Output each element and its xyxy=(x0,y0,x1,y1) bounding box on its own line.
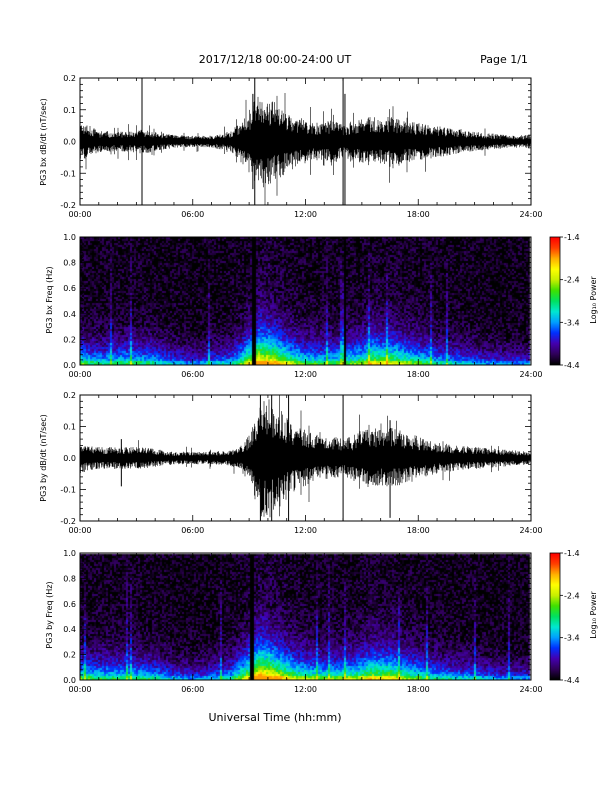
waveform-trace xyxy=(79,93,531,205)
panel-bx-waveform: PG3 bx dB/dt (nT/sec) 00:00 06:00 12:00 18:… xyxy=(39,74,543,219)
y-tick-label: 0.0 xyxy=(63,454,76,463)
panel-by-spectrogram: PG3 by Freq (Hz) 00:00 06:00 12:00 18:00 24:… xyxy=(45,549,543,694)
panel-by-waveform: PG3 by dB/dt (nT/sec) 00:00 06:00 12:00 18:… xyxy=(39,391,543,535)
y-tick-label: 0.4 xyxy=(63,310,76,319)
y-tick-label: 0.0 xyxy=(63,138,76,147)
colorbar-bx: Log₁₀ Power -1.4 -2.4 -3.4 -4.4 xyxy=(549,233,598,370)
plot-frame xyxy=(79,236,532,366)
x-tick-label: 18:00 xyxy=(407,370,430,379)
y-tick-label: 0.2 xyxy=(63,391,76,400)
colorbar-gradient xyxy=(550,237,560,365)
ylabel-bx-spectrogram: PG3 bx Freq (Hz) xyxy=(45,266,54,333)
y-tick-label: 0.8 xyxy=(63,574,76,583)
page-indicator: Page 1/1 xyxy=(480,53,528,66)
ylabel-by-waveform: PG3 by dB/dt (nT/sec) xyxy=(39,414,48,501)
figure-title: 2017/12/18 00:00-24:00 UT xyxy=(199,53,352,66)
y-tick-label: 0.2 xyxy=(63,335,76,344)
plot-frame xyxy=(79,552,532,681)
y-tick-label: 0.6 xyxy=(63,600,76,609)
y-tick-label: 0.2 xyxy=(63,651,76,660)
colorbar-tick-label: -3.4 xyxy=(564,318,580,327)
colorbar-bx-label: Log₁₀ Power xyxy=(589,276,598,324)
y-tick-label: 0.0 xyxy=(63,676,76,685)
x-tick-label: 18:00 xyxy=(407,685,430,694)
x-tick-label: 12:00 xyxy=(294,526,317,535)
colorbar-frame xyxy=(549,236,561,366)
spectrogram-image xyxy=(80,237,531,365)
x-tick-label: 24:00 xyxy=(519,526,542,535)
y-tick-label: 1.0 xyxy=(63,233,76,242)
panel-bx-spectrogram: PG3 bx Freq (Hz) 00:00 06:00 12:00 18:00 24:… xyxy=(45,233,543,379)
colorbar-tick-label: -2.4 xyxy=(564,591,580,600)
x-tick-label: 12:00 xyxy=(294,210,317,219)
x-tick-label: 06:00 xyxy=(181,370,204,379)
y-tick-label: 0.2 xyxy=(63,74,76,83)
ylabel-by-spectrogram: PG3 by Freq (Hz) xyxy=(45,581,54,648)
colorbar-gradient xyxy=(550,553,560,680)
x-tick-label: 18:00 xyxy=(407,526,430,535)
y-tick-label: 0.8 xyxy=(63,259,76,268)
x-tick-label: 24:00 xyxy=(519,210,542,219)
x-tick-label: 00:00 xyxy=(68,526,91,535)
y-tick-label: 0.6 xyxy=(63,284,76,293)
y-tick-label: 0.1 xyxy=(63,423,76,432)
x-tick-label: 06:00 xyxy=(181,685,204,694)
y-tick-label: 0.0 xyxy=(63,361,76,370)
colorbar-by-label: Log₁₀ Power xyxy=(589,591,598,639)
y-tick-label: 0.1 xyxy=(63,106,76,115)
y-tick-label: 0.4 xyxy=(63,625,76,634)
colorbar-tick-label: -1.4 xyxy=(564,233,580,242)
ylabel-bx-waveform: PG3 bx dB/dt (nT/sec) xyxy=(39,98,48,185)
x-tick-label: 12:00 xyxy=(294,685,317,694)
y-tick-label: -0.2 xyxy=(60,201,76,210)
colorbar-tick-label: -3.4 xyxy=(564,634,580,643)
x-tick-label: 06:00 xyxy=(181,210,204,219)
colorbar-tick-label: -2.4 xyxy=(564,276,580,285)
colorbar-tick-label: -4.4 xyxy=(564,676,580,685)
y-tick-label: -0.1 xyxy=(60,169,76,178)
waveform-trace xyxy=(79,395,531,518)
colorbar-frame xyxy=(549,552,561,681)
x-tick-label: 00:00 xyxy=(68,210,91,219)
y-tick-label: -0.2 xyxy=(60,517,76,526)
colorbar-tick-label: -4.4 xyxy=(564,361,580,370)
x-tick-label: 00:00 xyxy=(68,685,91,694)
colorbar-by: Log₁₀ Power -1.4 -2.4 -3.4 -4.4 xyxy=(549,549,598,685)
x-tick-label: 00:00 xyxy=(68,370,91,379)
spectrogram-image xyxy=(80,553,531,680)
x-tick-label: 06:00 xyxy=(181,526,204,535)
x-axis-title: Universal Time (hh:mm) xyxy=(209,711,342,724)
x-tick-label: 18:00 xyxy=(407,210,430,219)
y-tick-label: -0.1 xyxy=(60,486,76,495)
x-tick-label: 24:00 xyxy=(519,685,542,694)
x-tick-label: 12:00 xyxy=(294,370,317,379)
x-tick-label: 24:00 xyxy=(519,370,542,379)
y-tick-label: 1.0 xyxy=(63,549,76,558)
colorbar-tick-label: -1.4 xyxy=(564,549,580,558)
